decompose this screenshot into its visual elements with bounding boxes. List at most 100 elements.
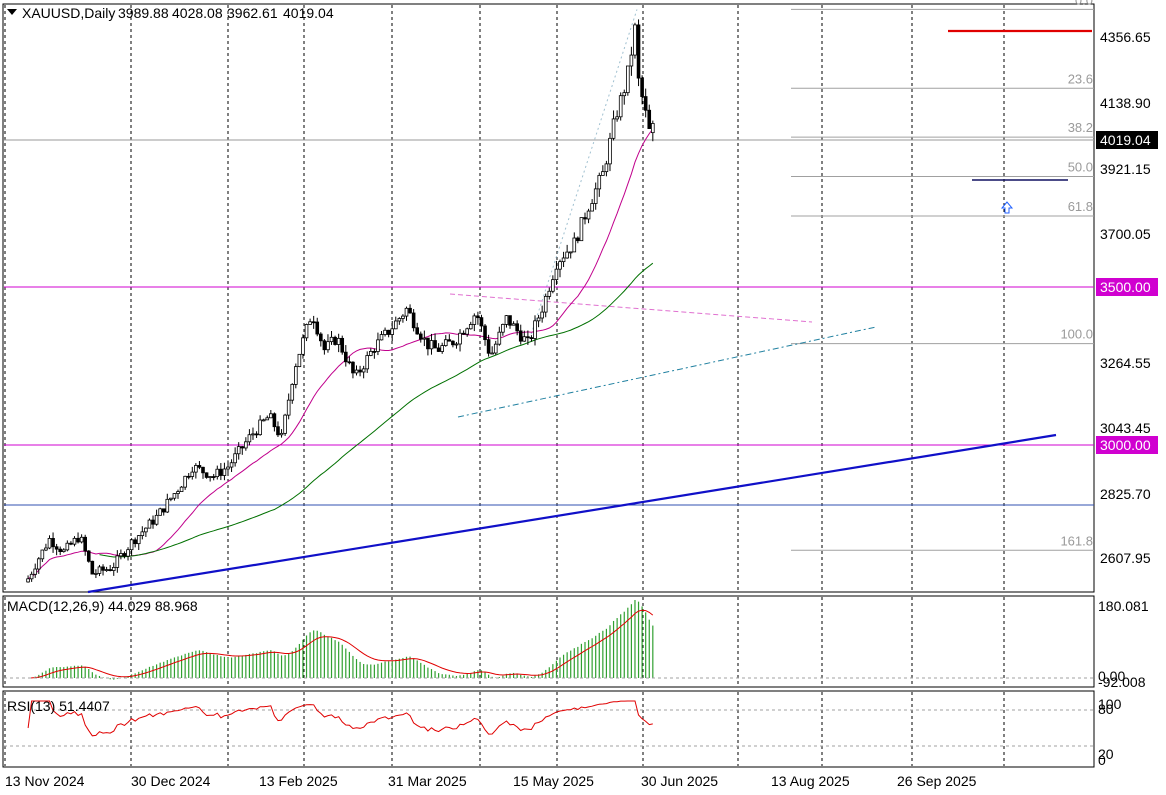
candle-body: [451, 340, 455, 346]
candle-body: [240, 446, 245, 449]
candle-body: [304, 324, 309, 339]
candle-body: [265, 417, 270, 421]
candle-body: [426, 337, 430, 350]
candle-body: [233, 453, 237, 464]
candle-body: [108, 569, 112, 571]
candle-body: [576, 237, 580, 242]
candle-body: [83, 536, 87, 552]
candle-body: [129, 539, 134, 551]
candle-body: [315, 321, 320, 335]
candle-body: [219, 468, 223, 476]
candle-body: [508, 315, 512, 326]
candle-body: [597, 175, 602, 190]
candle-body: [319, 333, 323, 342]
candle-body: [119, 553, 123, 557]
candle-body: [297, 353, 302, 368]
moving-average-line: [99, 262, 654, 558]
candle-body: [36, 558, 41, 570]
fib-level-label: 100.0: [1060, 327, 1093, 342]
candle-body: [111, 566, 116, 571]
candle-body: [604, 163, 609, 173]
candle-body: [515, 323, 519, 332]
candle-body: [344, 351, 348, 363]
candle-body: [161, 508, 166, 513]
candle-body: [490, 352, 494, 355]
rsi-axis-label: 20: [1098, 746, 1114, 762]
candle-body: [401, 315, 405, 319]
candle-body: [61, 549, 66, 552]
candle-body: [461, 332, 466, 335]
candle-body: [340, 337, 345, 353]
date-tick-label: 31 Mar 2025: [388, 773, 467, 789]
candle-body: [94, 572, 98, 575]
candle-body: [472, 315, 477, 325]
candle-body: [40, 549, 45, 560]
rsi-axis-label: 0: [1098, 752, 1106, 768]
candle-body: [554, 268, 559, 281]
candle-body: [169, 497, 173, 500]
date-tick-label: 13 Feb 2025: [259, 773, 338, 789]
candle-body: [204, 472, 209, 478]
candle-body: [283, 414, 287, 434]
candle-body: [429, 340, 434, 350]
triangle-support-line: [457, 326, 877, 418]
fib-level-label: 38.2: [1068, 120, 1093, 135]
candle-body: [329, 336, 334, 343]
candle-body: [476, 315, 480, 319]
candle-body: [72, 537, 77, 545]
candle-body: [529, 337, 534, 339]
candle-body: [565, 251, 569, 259]
candle-body: [254, 433, 259, 436]
candle-body: [183, 475, 187, 488]
candle-body: [86, 550, 91, 562]
level-badge: [1096, 278, 1158, 296]
candle-body: [408, 307, 412, 314]
candle-body: [294, 366, 298, 385]
candle-body: [308, 321, 312, 325]
current-price-badge: [1096, 131, 1158, 149]
candle-body: [54, 546, 59, 550]
candle-body: [351, 361, 355, 374]
candle-body: [393, 320, 398, 330]
candle-body: [622, 92, 627, 97]
candle-body: [244, 441, 248, 449]
candle-body: [140, 531, 145, 537]
rsi-axis-label: 80: [1098, 701, 1114, 717]
candle-body: [90, 560, 95, 575]
candle-body: [208, 476, 212, 478]
level-badge-label: 3500.00: [1100, 279, 1151, 295]
candle-body: [47, 538, 52, 549]
price-axis: 4356.65 4138.90 3921.15 3700.05 3264.55 3043.…: [1100, 29, 1151, 566]
candle-body: [236, 446, 241, 455]
candle-body: [69, 542, 73, 545]
candle-body: [158, 508, 162, 516]
candle-body: [226, 466, 230, 470]
candle-body: [151, 519, 155, 525]
candle-body: [126, 549, 130, 557]
level-badge: [1096, 436, 1158, 454]
candle-body: [586, 210, 591, 220]
chart-menu-triangle-icon[interactable]: [7, 9, 17, 15]
candle-body: [358, 369, 362, 373]
fib-level-label: 50.0: [1068, 160, 1093, 175]
candle-body: [601, 171, 605, 176]
rsi-label: RSI(13) 51.4407: [7, 698, 110, 714]
price-tick-label: 3264.55: [1100, 355, 1151, 371]
candle-body: [51, 538, 55, 548]
candle-body: [558, 261, 562, 270]
candle-body: [415, 327, 420, 335]
candle-body: [144, 527, 148, 533]
fib-level-label: 23.6: [1068, 71, 1093, 86]
candle-body: [533, 320, 537, 339]
candle-body: [390, 328, 395, 335]
candle-body: [526, 336, 530, 339]
candle-body: [354, 369, 359, 374]
candle-body: [115, 555, 120, 568]
candle-body: [172, 493, 177, 499]
candle-body: [201, 466, 205, 474]
candle-body: [247, 434, 252, 443]
symbol-label: XAUUSD,Daily: [22, 5, 115, 21]
candle-body: [383, 329, 387, 335]
candle-body: [222, 468, 227, 476]
